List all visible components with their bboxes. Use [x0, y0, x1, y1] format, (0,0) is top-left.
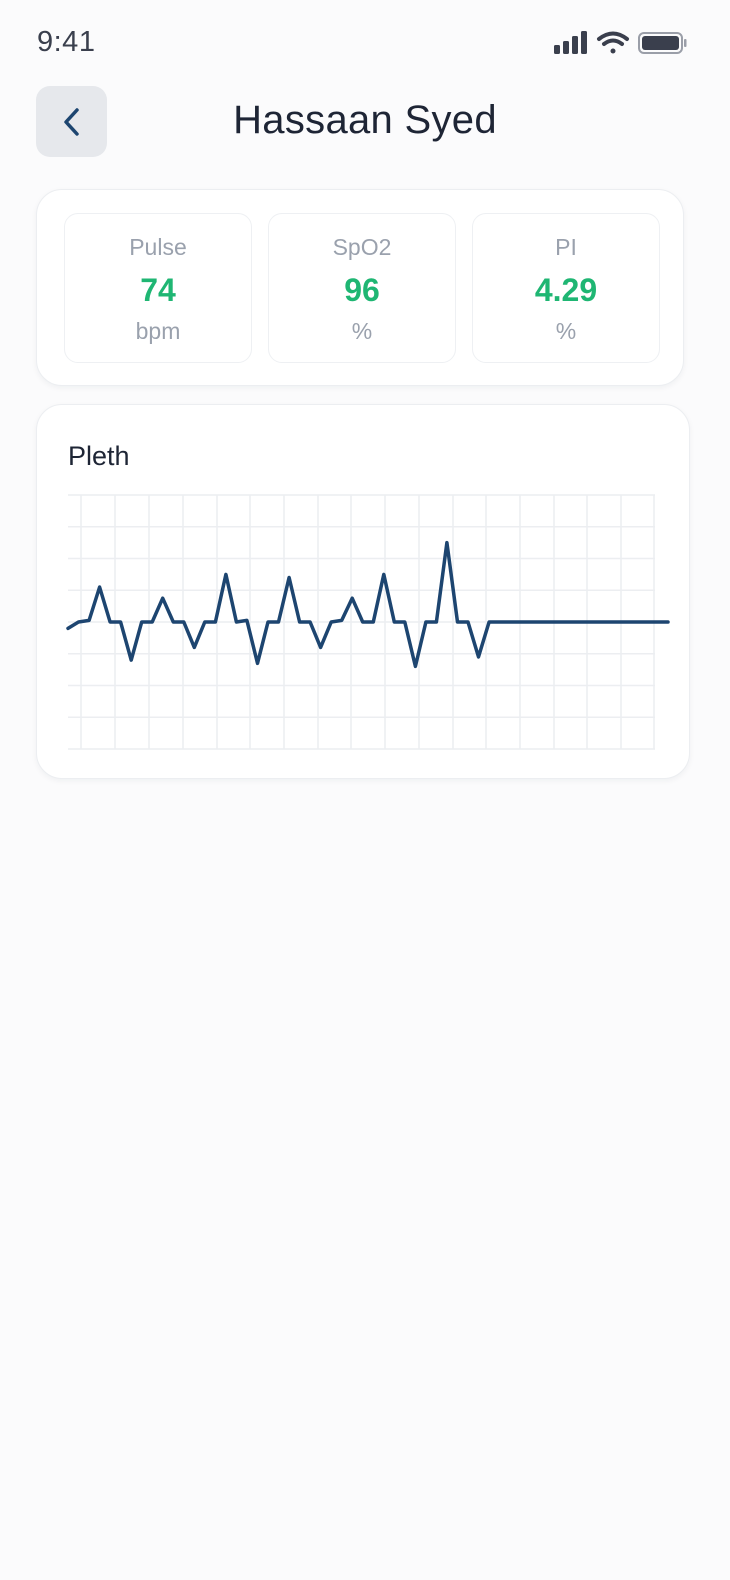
back-button[interactable]: [36, 86, 107, 157]
pleth-chart: [66, 494, 670, 750]
vitals-card: Pulse 74 bpm SpO2 96 % PI 4.29 %: [36, 189, 684, 386]
pleth-card: Pleth: [36, 404, 690, 779]
vital-unit: %: [351, 318, 373, 344]
vital-value: 74: [140, 272, 176, 308]
cellular-signal-icon: [554, 31, 587, 54]
vital-label: SpO2: [332, 234, 392, 260]
battery-icon: [638, 32, 687, 54]
vital-tile-pi: PI 4.29 %: [472, 213, 660, 363]
vital-tile-spo2: SpO2 96 %: [268, 213, 456, 363]
status-time: 9:41: [37, 26, 96, 58]
vital-label: Pulse: [129, 234, 187, 260]
status-icons: [553, 30, 687, 56]
pleth-waveform-line: [66, 540, 670, 669]
pleth-title: Pleth: [68, 441, 130, 471]
vital-unit: %: [555, 318, 577, 344]
vital-tile-pulse: Pulse 74 bpm: [64, 213, 252, 363]
page-title: Hassaan Syed: [233, 98, 497, 142]
vital-label: PI: [555, 234, 577, 260]
vital-value: 96: [344, 272, 380, 308]
wifi-icon: [597, 31, 629, 54]
vital-value: 4.29: [534, 272, 598, 308]
vital-unit: bpm: [135, 318, 181, 344]
chevron-left-icon: [63, 107, 79, 136]
